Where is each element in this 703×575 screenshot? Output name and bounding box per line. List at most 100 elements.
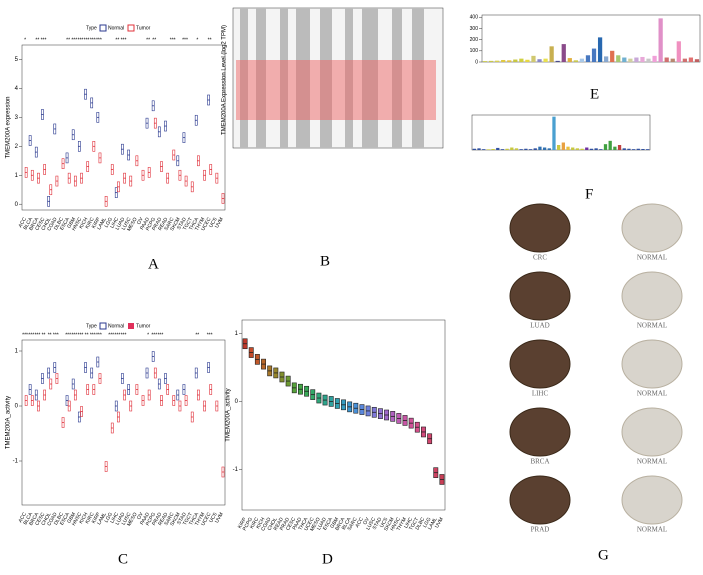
- bar: [549, 46, 554, 62]
- tissue-image: [621, 271, 683, 321]
- significance: **: [66, 37, 70, 43]
- legend-swatch: [127, 24, 135, 32]
- bar: [646, 58, 651, 62]
- significance: **: [208, 37, 212, 43]
- bar: [500, 149, 505, 150]
- significance: *: [147, 332, 149, 338]
- bar: [599, 149, 603, 150]
- x-tick-label: LAML: [96, 511, 108, 526]
- y-tick-label: 200: [470, 37, 479, 43]
- tissue-label: PRAD: [531, 526, 550, 534]
- tissue-label: LIHC: [532, 390, 549, 398]
- bar: [561, 142, 565, 150]
- x-tick-label: LIHC: [403, 516, 414, 529]
- x-tick-label: GBM: [66, 217, 77, 230]
- bar: [514, 148, 519, 150]
- legend-label: Tumor: [136, 323, 151, 329]
- legend-a: Type Normal Tumor: [86, 24, 151, 32]
- plot-frame: [471, 114, 651, 151]
- y-tick-label: 100: [470, 48, 479, 54]
- x-tick-label: LGG: [422, 517, 433, 529]
- x-tick-label: LGG: [104, 512, 115, 524]
- significance: ***: [84, 37, 90, 43]
- bar: [575, 148, 580, 150]
- panel-label: G: [598, 547, 609, 563]
- significance: ***: [114, 332, 120, 338]
- bar: [561, 44, 566, 62]
- x-tick-label: STAD: [176, 216, 188, 231]
- y-tick-label: 1: [15, 173, 19, 179]
- tissue-label: BRCA: [530, 458, 549, 466]
- significance: ***: [65, 332, 71, 338]
- x-tick-label: KICH: [78, 511, 89, 525]
- bar: [628, 58, 633, 62]
- y-axis-label: TMEM200A_activity: [226, 388, 232, 441]
- x-tick-label: UVM: [214, 512, 225, 525]
- significance: ***: [34, 332, 40, 338]
- legend-label: Normal: [108, 25, 124, 31]
- x-tick-label: KIRC: [84, 216, 95, 230]
- legend-title: Type: [86, 25, 97, 31]
- bar: [688, 57, 694, 62]
- x-tick-label: LIHC: [109, 511, 120, 524]
- y-tick-label: 2: [15, 144, 19, 150]
- x-tick-label: GBM: [329, 517, 340, 530]
- bar: [636, 148, 640, 150]
- bar: [567, 58, 572, 62]
- significance: **: [115, 37, 119, 43]
- plot-frame: [21, 339, 226, 506]
- x-tick-label: ACC: [354, 516, 365, 528]
- significance: ***: [121, 37, 127, 43]
- bar: [608, 140, 612, 150]
- x-tick-label: LAML: [427, 516, 439, 531]
- x-tick-label: UVM: [434, 517, 445, 530]
- bar: [505, 148, 509, 150]
- y-tick-label: -1: [233, 467, 239, 473]
- panel-g: CRC NORMAL LUAD NORMAL LIHC NORMAL BRCA NORMAL P…: [509, 203, 683, 534]
- bar: [646, 149, 650, 150]
- bar: [533, 148, 537, 150]
- significance: ***: [22, 332, 28, 338]
- x-tick-label: LAML: [96, 216, 108, 231]
- bar: [617, 145, 622, 150]
- significance: **: [85, 332, 89, 338]
- significance: ***: [151, 332, 157, 338]
- y-tick-label: 0: [15, 404, 19, 410]
- panel-b: TMEM200A Expression Level (log2 TPM): [222, 7, 444, 149]
- x-tick-label: OV: [362, 516, 371, 526]
- significance: **: [42, 332, 46, 338]
- y-axis-label: TMEM200A expression: [6, 96, 12, 158]
- bar: [641, 149, 645, 150]
- x-tick-label: UCS: [208, 511, 219, 524]
- bar: [566, 146, 570, 150]
- bar: [571, 147, 575, 150]
- bar: [664, 57, 669, 62]
- bar: [594, 148, 598, 150]
- significance: ***: [121, 332, 127, 338]
- y-axis-label: TMEM200A_activity: [6, 396, 12, 449]
- x-tick-label: ACC: [17, 216, 28, 228]
- bar: [486, 149, 491, 150]
- tissue-image: [621, 339, 683, 389]
- significance: ***: [71, 37, 77, 43]
- y-tick-label: 1: [235, 331, 239, 337]
- y-tick-label: 0: [15, 202, 19, 208]
- significance: **: [152, 37, 156, 43]
- bar: [579, 58, 585, 62]
- bar: [616, 55, 621, 62]
- bar: [472, 148, 476, 150]
- bar: [513, 59, 518, 62]
- x-tick-label: KICH: [78, 216, 89, 230]
- bar: [585, 55, 591, 62]
- significance: **: [146, 37, 150, 43]
- tissue-label: NORMAL: [637, 254, 667, 262]
- tissue-image: [509, 339, 571, 389]
- bar: [542, 147, 547, 150]
- significance: ***: [182, 37, 188, 43]
- x-tick-label: ACC: [17, 511, 28, 523]
- legend-swatch: [99, 322, 107, 330]
- bar: [496, 147, 500, 150]
- significance: **: [35, 37, 39, 43]
- bar: [510, 147, 514, 150]
- panel-label: E: [590, 86, 599, 102]
